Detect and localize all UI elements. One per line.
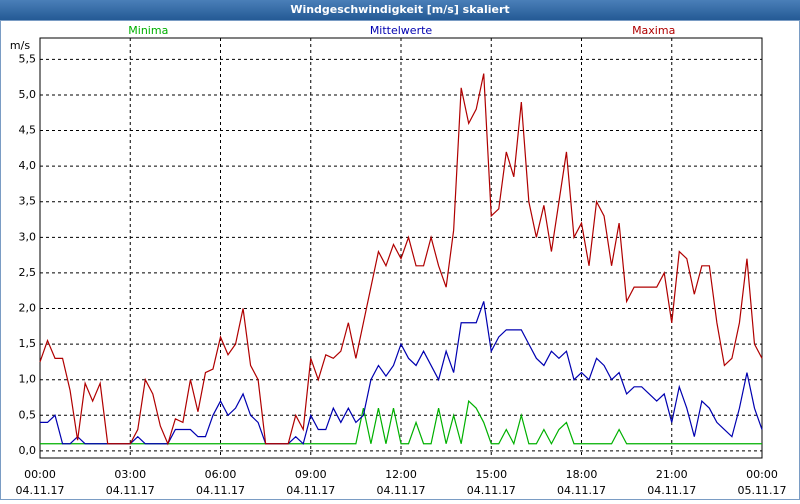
x-tick-label: 06:00 (205, 468, 237, 481)
x-tick-label: 15:00 (475, 468, 507, 481)
x-tick-date: 04.11.17 (16, 484, 65, 497)
y-tick-label: 4,0 (19, 159, 37, 172)
y-tick-label: 0,5 (19, 408, 37, 421)
legend-label: Mittelwerte (370, 24, 433, 37)
y-axis-label: m/s (10, 39, 30, 52)
x-tick-date: 05.11.17 (738, 484, 787, 497)
x-tick-label: 00:00 (24, 468, 56, 481)
y-tick-label: 3,5 (19, 195, 37, 208)
series-line (39, 73, 763, 446)
legend-label: Minima (128, 24, 168, 37)
x-tick-label: 03:00 (114, 468, 146, 481)
x-tick-label: 09:00 (295, 468, 327, 481)
y-tick-label: 5,5 (19, 52, 37, 65)
x-tick-label: 12:00 (385, 468, 417, 481)
series-line (40, 301, 763, 445)
x-tick-label: 00:00 (746, 468, 778, 481)
y-tick-label: 2,5 (19, 266, 37, 279)
x-tick-date: 04.11.17 (106, 484, 155, 497)
y-tick-label: 4,5 (19, 124, 37, 137)
plot-frame (39, 37, 763, 459)
y-tick-label: 3,0 (19, 230, 37, 243)
y-tick-label: 1,5 (19, 337, 37, 350)
y-tick-label: 2,0 (19, 302, 37, 315)
x-tick-label: 18:00 (566, 468, 598, 481)
y-tick-label: 1,0 (19, 373, 37, 386)
x-tick-date: 04.11.17 (557, 484, 606, 497)
title-bar (0, 0, 800, 20)
x-tick-date: 04.11.17 (286, 484, 335, 497)
legend-label: Maxima (632, 24, 675, 37)
x-tick-date: 04.11.17 (467, 484, 516, 497)
x-tick-date: 04.11.17 (196, 484, 245, 497)
x-tick-label: 21:00 (656, 468, 688, 481)
y-tick-label: 0,0 (19, 444, 37, 457)
x-tick-date: 04.11.17 (377, 484, 426, 497)
y-tick-label: 5,0 (19, 88, 37, 101)
x-tick-date: 04.11.17 (647, 484, 696, 497)
chart-title: Windgeschwindigkeit [m/s] skaliert (290, 3, 509, 16)
